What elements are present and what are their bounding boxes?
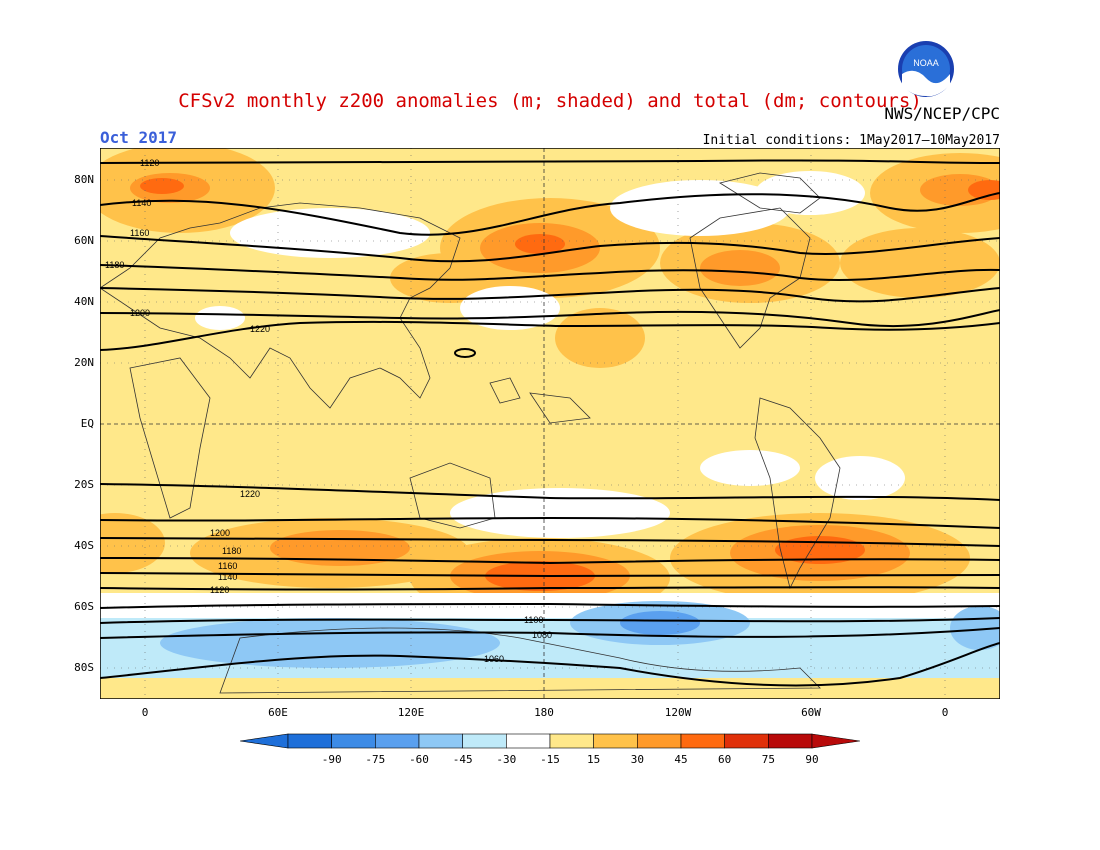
colorbar-tick-label: -30 [496, 753, 516, 766]
contour-label: 1220 [250, 324, 270, 334]
coastlines [100, 172, 841, 694]
contour-label: 1120 [140, 158, 159, 168]
contour-label: 1200 [130, 308, 150, 318]
colorbar-segment [331, 733, 376, 749]
colorbar-tick-label: 75 [762, 753, 775, 766]
longitude-label: 120W [664, 706, 692, 719]
colorbar-tick-label: -90 [322, 753, 342, 766]
colorbar-tick-label: -75 [365, 753, 385, 766]
longitude-label: 0 [141, 706, 149, 719]
contour-label: 1180 [222, 546, 241, 556]
initial-conditions-label: Initial conditions: 1May2017–10May2017 [702, 133, 1000, 148]
contour-label: 1160 [130, 228, 149, 238]
colorbar-tick-label: -45 [453, 753, 473, 766]
colorbar-tick-label: 45 [674, 753, 687, 766]
contour-label: 1160 [218, 561, 237, 571]
latitude-label: 20N [74, 356, 94, 369]
longitude-label: 60E [268, 706, 288, 719]
colorbar-tick-label: -15 [540, 753, 560, 766]
agency-label: NWS/NCEP/CPC [884, 104, 1000, 123]
latitude-label: 60N [74, 234, 94, 247]
contour-labels: 1120 1140 1160 1180 1200 1220 1220 1200 … [105, 158, 552, 664]
period-label: Oct 2017 [100, 128, 178, 147]
latitude-label: EQ [80, 417, 94, 430]
map-title: CFSv2 monthly z200 anomalies (m; shaded)… [178, 90, 922, 112]
latitude-label: 20S [74, 478, 94, 491]
colorbar-segment [724, 733, 769, 749]
colorbar-segment [418, 733, 463, 749]
colorbar-segment [637, 733, 682, 749]
colorbar-segment [287, 733, 332, 749]
latitude-label: 80N [74, 173, 94, 186]
colorbar-tick-label: 30 [631, 753, 644, 766]
longitude-label: 180 [534, 706, 554, 719]
colorbar-segment [506, 733, 551, 749]
latitude-label: 40N [74, 295, 94, 308]
graticule [100, 148, 1000, 699]
colorbar-segment [768, 733, 813, 749]
colorbar-tick-label: -60 [409, 753, 429, 766]
latitude-label: 40S [74, 539, 94, 552]
longitude-label: 60W [801, 706, 821, 719]
latitude-label: 60S [74, 600, 94, 613]
height-contours [100, 159, 1000, 687]
contour-label: 1120 [210, 585, 229, 595]
contour-label: 1140 [218, 572, 237, 582]
colorbar-left-arrow [240, 733, 289, 749]
colorbar-segment [549, 733, 594, 749]
colorbar-segment [680, 733, 725, 749]
colorbar-segment [462, 733, 507, 749]
contour-label: 1220 [240, 489, 260, 499]
latitude-label: 80S [74, 661, 94, 674]
colorbar-right-arrow [811, 733, 860, 749]
contour-label: 1100 [524, 615, 543, 625]
colorbar-segment [593, 733, 638, 749]
colorbar-tick-label: 90 [805, 753, 818, 766]
anomaly-map: 1120 1140 1160 1180 1200 1220 1220 1200 … [100, 148, 1000, 699]
contour-label: 1080 [532, 630, 552, 640]
neutral-anomaly-areas [100, 171, 1000, 618]
contour-label: 1140 [132, 198, 151, 208]
colorbar-tick-label: 60 [718, 753, 731, 766]
longitude-label: 120E [397, 706, 425, 719]
colorbar-segment [375, 733, 420, 749]
logo-text: NOAA [913, 58, 939, 68]
contour-label: 1060 [484, 654, 504, 664]
contour-label: 1180 [105, 260, 124, 270]
longitude-label: 0 [941, 706, 949, 719]
contour-label: 1200 [210, 528, 230, 538]
noaa-logo-icon: NOAA [898, 41, 954, 97]
colorbar-tick-label: 15 [587, 753, 600, 766]
colorbar: -90 -75 -60 -45 -30 -15 15 30 45 60 75 90 [240, 733, 860, 766]
